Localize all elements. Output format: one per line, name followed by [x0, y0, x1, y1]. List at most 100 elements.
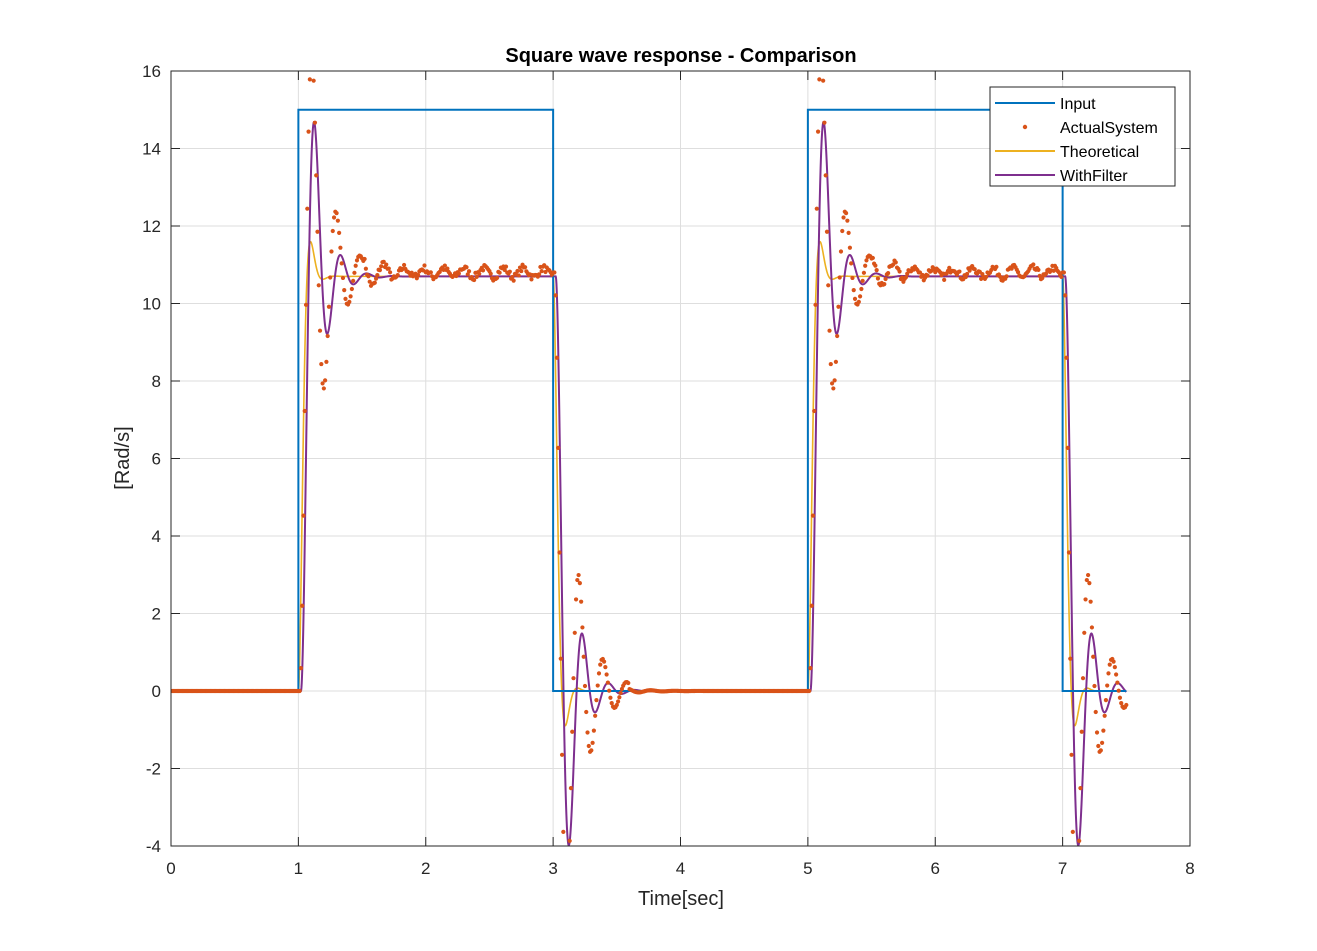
actualsystem-point: [474, 274, 479, 279]
legend-label: Theoretical: [1060, 144, 1139, 161]
actualsystem-point: [589, 748, 594, 753]
actualsystem-point: [626, 680, 631, 686]
actualsystem-point: [870, 255, 875, 261]
actualsystem-point: [1124, 702, 1129, 708]
x-tick-label: 8: [1185, 859, 1194, 878]
actualsystem-point: [561, 829, 566, 835]
actualsystem-point: [925, 273, 930, 278]
actualsystem-point: [856, 299, 861, 304]
actualsystem-point: [1015, 270, 1021, 275]
actualsystem-point: [575, 577, 580, 583]
actualsystem-point: [1112, 665, 1117, 670]
actualsystem-point: [859, 286, 864, 292]
actualsystem-point: [363, 266, 368, 271]
actualsystem-point: [558, 656, 563, 661]
actualsystem-point: [813, 302, 818, 307]
actualsystem-point: [305, 206, 310, 211]
actualsystem-point: [477, 271, 482, 276]
actualsystem-point: [824, 229, 830, 234]
actualsystem-point: [456, 271, 461, 276]
actualsystem-point: [315, 229, 320, 234]
actualsystem-point: [317, 328, 323, 333]
actualsystem-point: [559, 752, 565, 757]
actualsystem-point: [1089, 625, 1095, 630]
actualsystem-point: [488, 271, 493, 276]
actualsystem-point: [316, 283, 321, 288]
x-tick-label: 2: [421, 859, 430, 878]
actualsystem-point: [302, 408, 307, 414]
actualsystem-point: [964, 271, 970, 277]
actualsystem-point: [1080, 676, 1086, 681]
actualsystem-point: [849, 261, 854, 266]
actualsystem-point: [325, 333, 330, 339]
actualsystem-point: [1103, 698, 1109, 703]
actualsystem-point: [422, 263, 427, 268]
actualsystem-point: [814, 206, 819, 211]
actualsystem-point: [1100, 740, 1105, 745]
actualsystem-point: [873, 263, 878, 268]
actualsystem-point: [864, 258, 869, 263]
actualsystem-point: [841, 215, 846, 220]
actualsystem-point: [604, 672, 609, 677]
actualsystem-point: [1004, 274, 1009, 279]
actualsystem-point: [861, 270, 867, 275]
actualsystem-point: [337, 230, 342, 235]
actualsystem-point: [852, 296, 858, 301]
y-tick-label: -2: [146, 760, 161, 779]
actualsystem-point: [590, 740, 595, 745]
actualsystem-point: [1009, 266, 1014, 271]
actualsystem-point: [497, 270, 502, 275]
plot-frame: [170, 70, 1191, 847]
actualsystem-point: [838, 249, 844, 254]
actualsystem-point: [428, 270, 433, 275]
actualsystem-point: [373, 276, 379, 281]
actualsystem-point: [1098, 748, 1103, 753]
actualsystem-point: [1077, 838, 1082, 843]
legend-item: WithFilter: [995, 168, 1128, 185]
actualsystem-point: [812, 408, 817, 414]
legend-label: ActualSystem: [1060, 120, 1158, 137]
actualsystem-point: [809, 603, 814, 608]
actualsystem-point: [617, 695, 622, 700]
actualsystem-point: [595, 683, 600, 688]
actualsystem-point: [348, 294, 353, 299]
actualsystem-point: [1061, 270, 1066, 275]
actualsystem-point: [384, 262, 389, 267]
actualsystem-point: [529, 277, 534, 282]
actualsystem-point: [326, 304, 332, 309]
actualsystem-point: [596, 671, 602, 676]
actualsystem-point: [572, 630, 577, 635]
actualsystem-point: [1119, 701, 1124, 706]
actualsystem-point: [502, 267, 507, 273]
legend-marker: [1022, 124, 1028, 130]
actualsystem-point: [571, 676, 576, 681]
x-tick-label: 5: [803, 859, 812, 878]
actualsystem-point: [1111, 659, 1116, 664]
actualsystem-point: [517, 265, 523, 270]
actualsystem-point: [472, 277, 477, 283]
actualsystem-point: [553, 293, 558, 298]
legend-item: Input: [995, 96, 1096, 113]
actualsystem-point: [366, 274, 371, 279]
actualsystem-point: [552, 270, 557, 275]
actualsystem-point: [557, 550, 562, 555]
actualsystem-point: [516, 273, 521, 278]
actualsystem-point: [1092, 683, 1097, 689]
actualsystem-point: [298, 665, 304, 671]
actualsystem-point: [1107, 662, 1112, 667]
y-tick-label: 0: [152, 682, 161, 701]
x-tick-label: 3: [548, 859, 557, 878]
actualsystem-point: [442, 263, 447, 268]
actualsystem-point: [584, 709, 589, 715]
actualsystem-point: [893, 260, 898, 265]
y-tick-label: 14: [142, 140, 161, 159]
actualsystem-point: [1101, 728, 1106, 733]
actualsystem-point: [537, 272, 542, 277]
x-tick-label: 4: [676, 859, 685, 878]
y-tick-label: 12: [142, 217, 161, 236]
actualsystem-point: [942, 277, 947, 282]
actualsystem-point: [1068, 656, 1073, 661]
actualsystem-point: [1031, 262, 1036, 267]
actualsystem-point: [607, 688, 612, 693]
actualsystem-point: [519, 268, 524, 274]
